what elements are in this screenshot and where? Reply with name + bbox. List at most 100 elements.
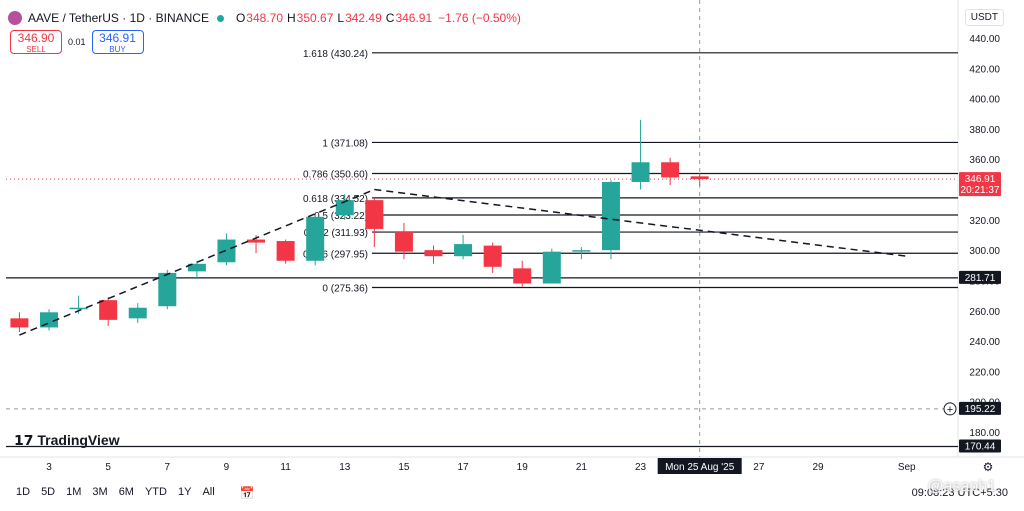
candle-body bbox=[542, 251, 561, 284]
add-alert-icon[interactable] bbox=[943, 402, 957, 416]
x-tick-label: 21 bbox=[576, 462, 588, 473]
market-open-icon bbox=[216, 14, 224, 22]
x-tick-label: 27 bbox=[753, 462, 765, 473]
sell-button[interactable]: 346.90 SELL bbox=[10, 30, 62, 54]
y-tick-label: 180.00 bbox=[969, 428, 1000, 439]
trend-line bbox=[374, 188, 907, 257]
candle-body bbox=[661, 162, 680, 178]
calendar-icon[interactable]: 📅 bbox=[239, 486, 255, 500]
close-value: 346.91 bbox=[395, 11, 433, 25]
currency-selector[interactable]: USDT bbox=[964, 9, 1004, 26]
price-tag-label: 346.91 bbox=[965, 174, 996, 185]
timezone-label[interactable]: 09:08:23 UTC+5:30 bbox=[911, 487, 1008, 499]
y-tick-label: 360.00 bbox=[969, 155, 1000, 166]
y-tick-label: 300.00 bbox=[969, 246, 1000, 257]
range-toolbar: 1D 5D 1M 3M 6M YTD 1Y All 📅 bbox=[16, 486, 255, 500]
range-button-ytd[interactable]: YTD bbox=[144, 486, 167, 498]
settings-icon: ⚙ bbox=[983, 460, 994, 474]
range-button-1d[interactable]: 1D bbox=[16, 486, 31, 498]
chart-header: AAVE / TetherUS · 1D · BINANCE O 348.70 H… bbox=[8, 8, 521, 28]
fib-level-label: 0.5 (323.22) bbox=[314, 211, 368, 222]
price-tag bbox=[959, 401, 1001, 415]
price-tag-label: 195.22 bbox=[965, 404, 996, 415]
range-button-1y[interactable]: 1Y bbox=[177, 486, 192, 498]
candle-body bbox=[572, 250, 591, 252]
candle-body bbox=[99, 300, 118, 320]
candle-body bbox=[306, 216, 325, 261]
candle-body bbox=[10, 318, 29, 328]
open-label: O bbox=[235, 11, 246, 25]
candle-body bbox=[601, 181, 620, 251]
x-tick-label: 29 bbox=[812, 462, 824, 473]
candle-body bbox=[276, 241, 295, 261]
trend-line bbox=[19, 188, 375, 336]
candle-body bbox=[424, 250, 443, 257]
price-tag-label: 170.44 bbox=[965, 441, 996, 452]
price-tag bbox=[959, 172, 1001, 197]
crosshair-date-label: Mon 25 Aug '25 bbox=[665, 462, 735, 473]
tradingview-logo: 𝟭𝟳 TradingView bbox=[14, 432, 120, 449]
y-tick-label: 220.00 bbox=[969, 367, 1000, 378]
x-tick-label: 19 bbox=[517, 462, 529, 473]
x-tick-label: 11 bbox=[280, 462, 291, 473]
price-tag-label: 281.71 bbox=[965, 273, 996, 284]
x-tick-label: 5 bbox=[105, 462, 111, 473]
buy-price: 346.91 bbox=[99, 31, 136, 45]
trade-panel: 346.90 SELL 0.01 346.91 BUY bbox=[10, 30, 144, 54]
candle-body bbox=[40, 312, 58, 328]
aave-icon bbox=[8, 11, 22, 25]
x-tick-label: Sep bbox=[898, 462, 916, 473]
fib-level-label: 0.236 (297.95) bbox=[303, 249, 368, 260]
y-tick-label: 240.00 bbox=[969, 337, 1000, 348]
candle-body bbox=[187, 263, 206, 272]
range-button-3m[interactable]: 3M bbox=[92, 486, 108, 498]
x-tick-label: 3 bbox=[46, 462, 52, 473]
candle-body bbox=[394, 231, 413, 252]
candle-body bbox=[483, 245, 502, 267]
open-value: 348.70 bbox=[246, 11, 283, 25]
y-tick-label: 320.00 bbox=[969, 216, 1000, 227]
x-tick-label: 17 bbox=[458, 462, 470, 473]
y-tick-label: 420.00 bbox=[969, 64, 1000, 75]
y-tick-label: 440.00 bbox=[969, 34, 1000, 45]
x-tick-label: 13 bbox=[339, 462, 351, 473]
range-button-6m[interactable]: 6M bbox=[118, 486, 134, 498]
range-button-5d[interactable]: 5D bbox=[41, 486, 56, 498]
candle-body bbox=[690, 176, 709, 180]
price-tag bbox=[959, 439, 1001, 453]
range-button-1m[interactable]: 1M bbox=[66, 486, 82, 498]
x-tick-label: 7 bbox=[165, 462, 171, 473]
tradingview-logo-text: TradingView bbox=[37, 432, 120, 448]
x-tick-label: 15 bbox=[398, 462, 410, 473]
buy-button[interactable]: 346.91 BUY bbox=[91, 30, 144, 54]
low-label: L bbox=[337, 11, 345, 25]
fib-level-label: 1.618 (430.24) bbox=[303, 49, 368, 60]
change-value: −1.76 (−0.50%) bbox=[438, 11, 521, 25]
high-label: H bbox=[287, 11, 296, 25]
watermark-text: @asaph1 bbox=[927, 478, 996, 495]
candle-body bbox=[631, 162, 650, 182]
y-tick-label: 380.00 bbox=[969, 125, 1000, 136]
fib-level-label: 1 (371.08) bbox=[322, 138, 368, 149]
range-button-all[interactable]: All bbox=[202, 486, 215, 498]
candle-body bbox=[513, 268, 532, 284]
y-tick-label: 260.00 bbox=[969, 307, 1000, 318]
symbol-title[interactable]: AAVE / TetherUS · 1D · BINANCE bbox=[28, 11, 209, 25]
x-tick-label: 9 bbox=[224, 462, 230, 473]
sell-price: 346.90 bbox=[17, 31, 55, 45]
y-tick-label: 400.00 bbox=[969, 95, 1000, 106]
x-tick-label: 23 bbox=[635, 462, 647, 473]
fib-level-label: 0.786 (350.60) bbox=[303, 169, 368, 180]
fib-level-label: 0 (275.36) bbox=[322, 283, 368, 294]
candle-body bbox=[454, 244, 473, 257]
spread-value: 0.01 bbox=[68, 37, 86, 47]
candle-body bbox=[69, 307, 88, 310]
candle-body bbox=[217, 239, 236, 263]
buy-label: BUY bbox=[109, 45, 126, 54]
sell-label: SELL bbox=[26, 45, 46, 54]
price-tag bbox=[959, 270, 1001, 284]
high-value: 350.67 bbox=[296, 11, 334, 25]
add-alert-plus: + bbox=[947, 404, 953, 416]
candle-body bbox=[247, 239, 266, 243]
